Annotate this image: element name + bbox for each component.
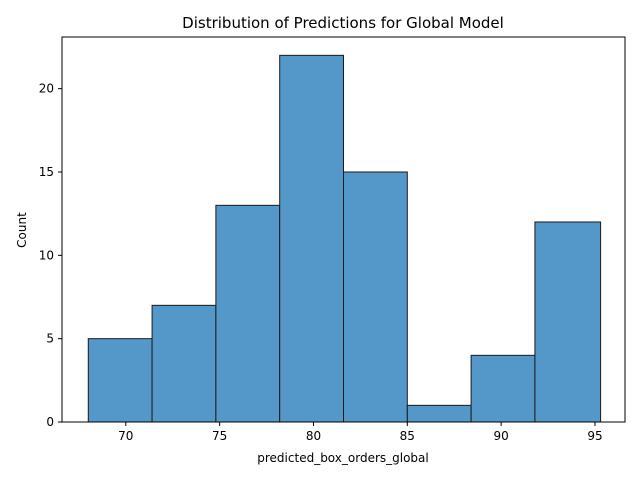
histogram-bar [470,354,536,423]
y-tick-label: 0 [46,415,54,429]
x-tick-label: 80 [306,429,321,443]
x-tick-label: 85 [400,429,415,443]
y-axis: 0 5 10 15 20 [39,82,62,429]
histogram-bar [343,171,408,423]
histogram-bar [279,54,344,423]
x-tick-label: 75 [212,429,227,443]
x-tick-label: 95 [587,429,602,443]
y-tick-label: 5 [46,332,54,346]
plot-frame [61,36,626,423]
y-axis-label: Count [15,212,29,248]
y-tick-label: 10 [39,248,54,262]
x-axis: 70 75 80 85 90 95 [118,422,603,443]
x-axis-label: predicted_box_orders_global [257,451,428,465]
chart-title: Distribution of Predictions for Global M… [182,14,504,32]
x-tick-label: 90 [493,429,508,443]
histogram-bar [215,204,281,423]
y-tick-label: 15 [39,165,54,179]
histogram-bar [406,404,472,423]
bars-group [87,54,602,423]
histogram-bar [87,338,153,423]
histogram-bar [151,304,217,423]
x-tick-label: 70 [118,429,133,443]
y-tick-label: 20 [39,82,54,96]
histogram-bar [534,221,602,423]
